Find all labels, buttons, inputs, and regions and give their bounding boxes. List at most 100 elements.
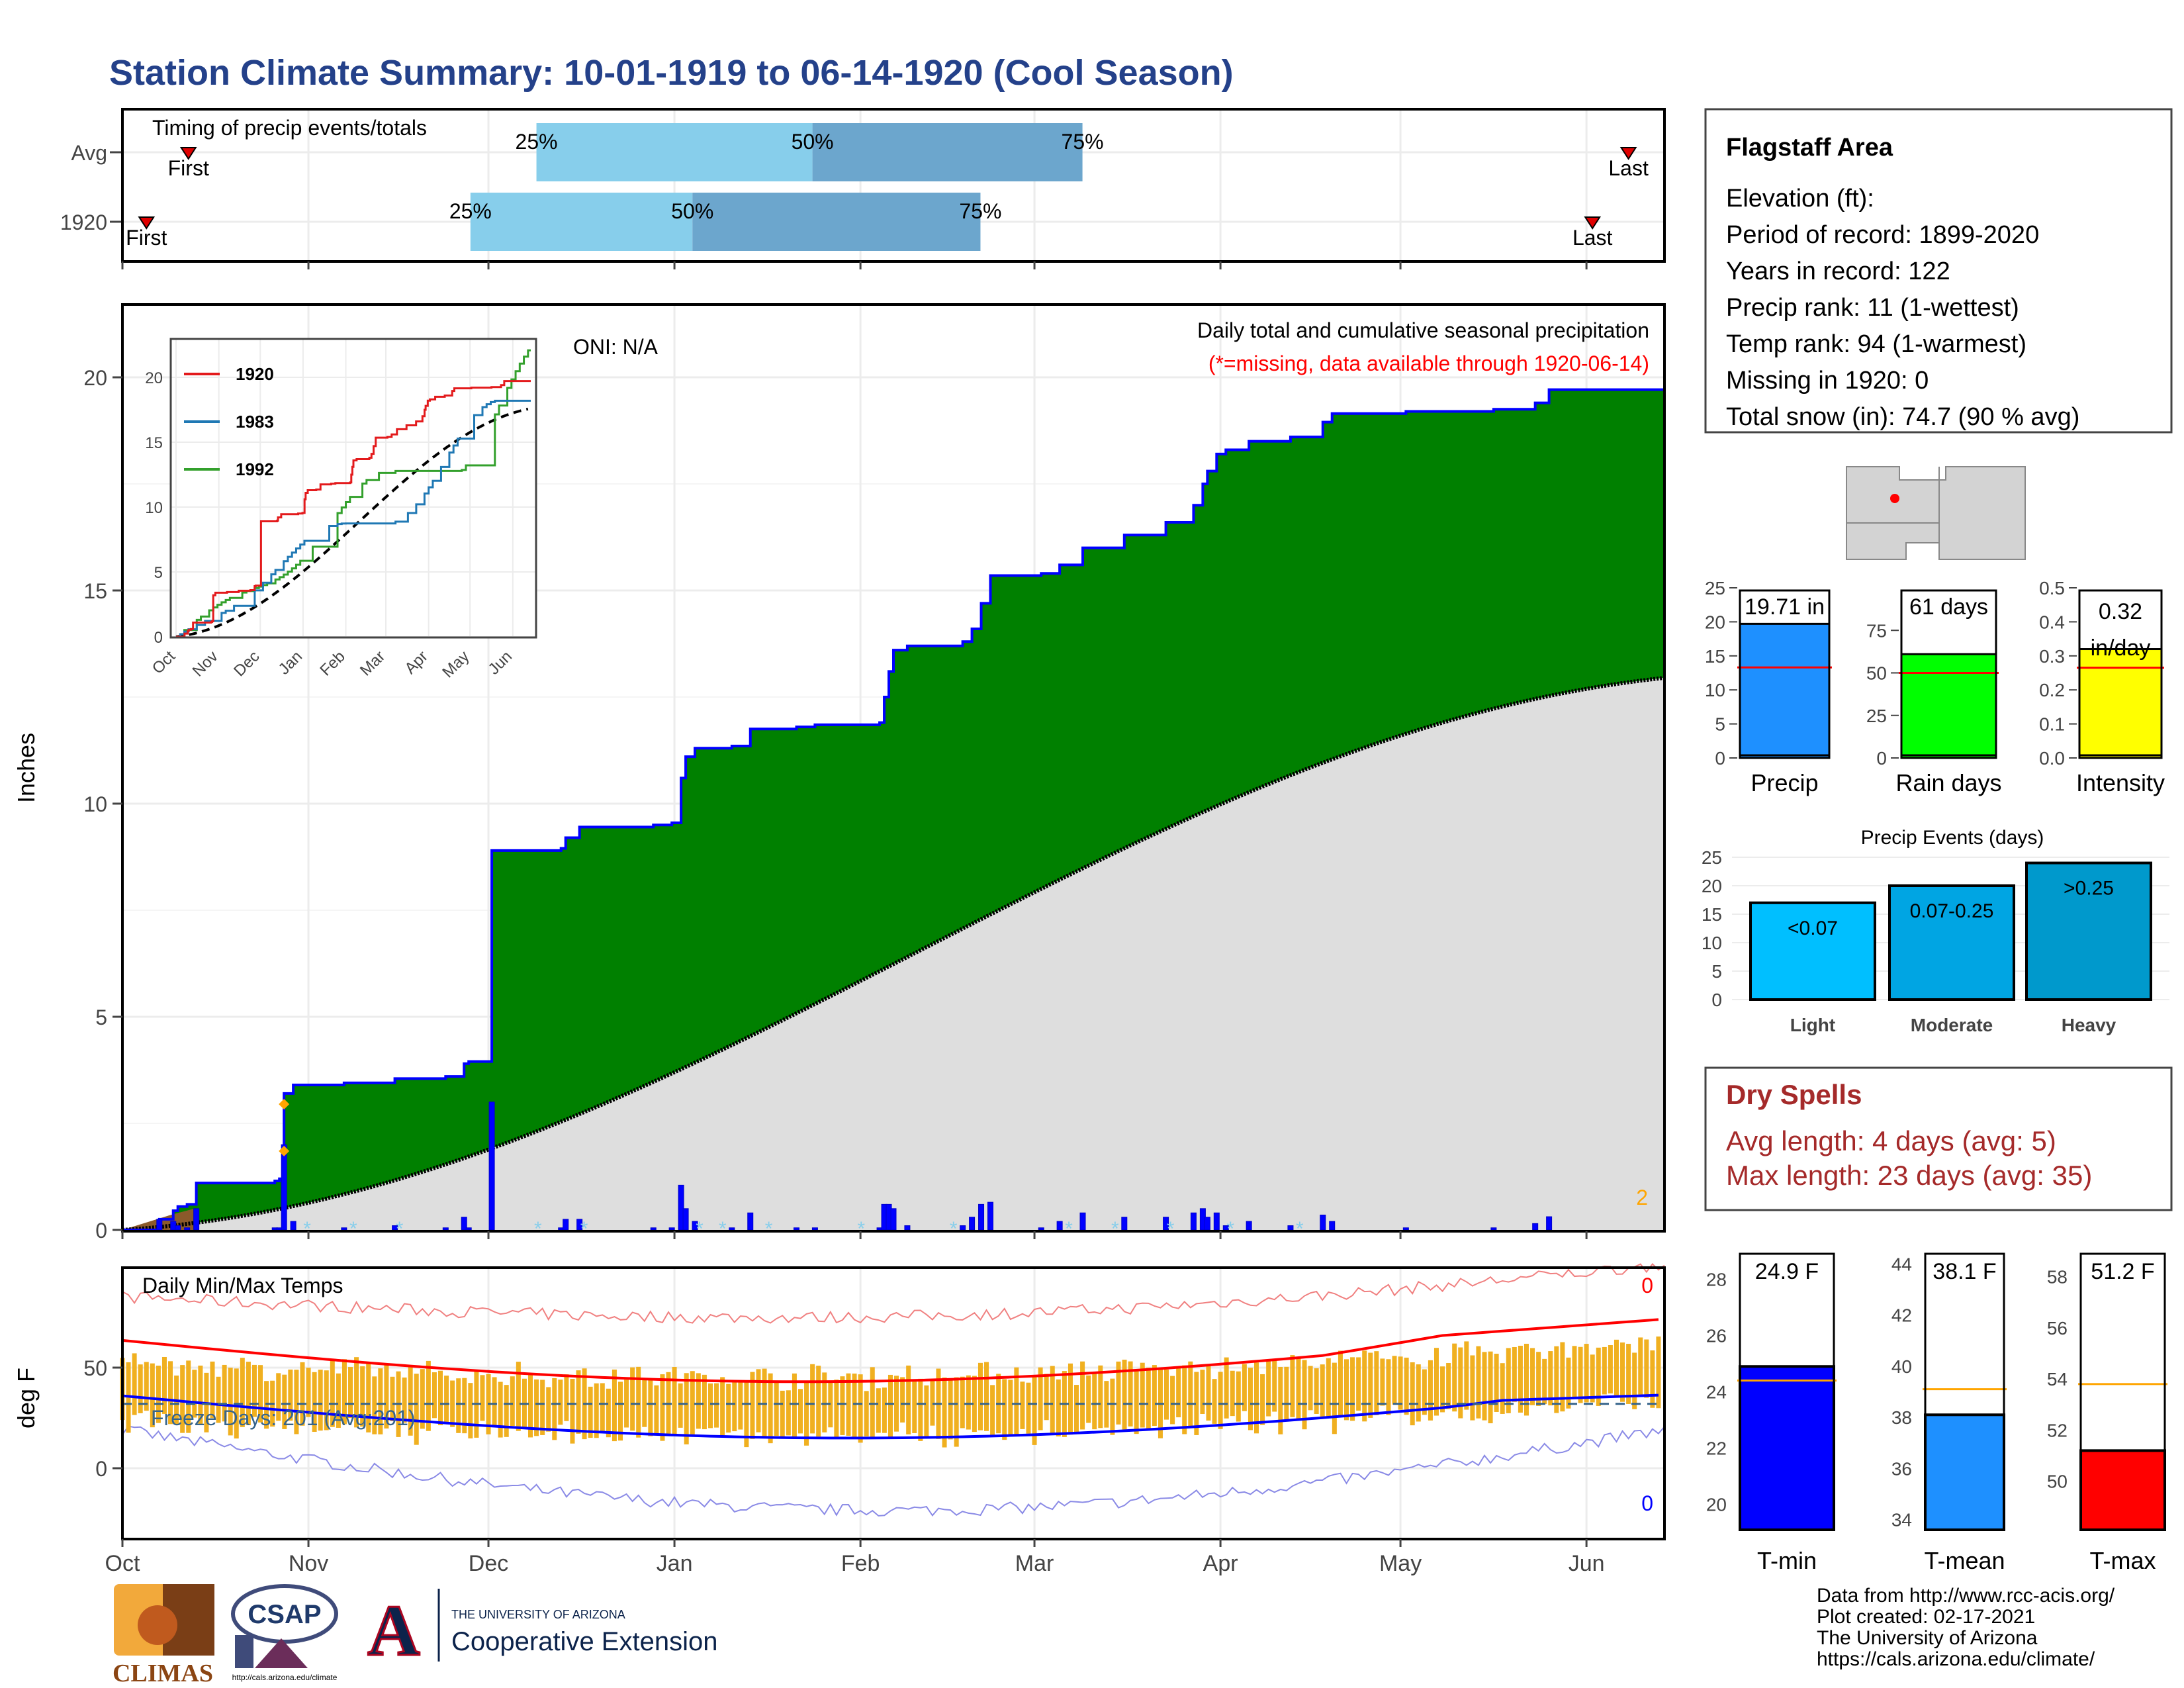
- record-low-line: [122, 1425, 1665, 1517]
- inset-frame: [169, 338, 537, 639]
- temp-bar-frame: [1739, 1252, 1835, 1531]
- snow-marker: *: [396, 1218, 404, 1240]
- ua-logo-bg: [361, 1589, 427, 1662]
- temp-bar-label: T-min: [1757, 1547, 1817, 1574]
- snow-marker: *: [1111, 1218, 1119, 1240]
- daily-temp-bar: [1056, 1379, 1061, 1436]
- daily-precip-bar: [978, 1203, 985, 1231]
- daily-temp-bar: [198, 1365, 203, 1425]
- record-high-line: [122, 1263, 1665, 1324]
- daily-precip-bar: [1329, 1221, 1336, 1231]
- temp-bar-tick: 40: [1891, 1356, 1912, 1377]
- daily-temp-bar: [438, 1370, 443, 1426]
- flag-marker: [279, 1099, 290, 1110]
- daily-temp-bar: [282, 1374, 287, 1429]
- daily-precip-bar: [175, 1225, 181, 1231]
- missing-count: 2: [1636, 1186, 1648, 1209]
- daily-temp-bar: [846, 1373, 851, 1436]
- small-bar-tick: 0.2: [2039, 680, 2065, 700]
- precip-event-bar: [1888, 884, 2015, 1001]
- month-label: Mar: [1015, 1551, 1054, 1576]
- station-name: Flagstaff Area: [1726, 134, 1893, 162]
- daily-temp-bar: [894, 1376, 899, 1432]
- daily-temp-bar: [887, 1374, 893, 1438]
- daily-temp-bar: [617, 1382, 623, 1441]
- snow-marker: *: [580, 1218, 588, 1240]
- daily-precip-bar: [156, 1219, 163, 1231]
- small-bar-value-unit: in/day: [2091, 635, 2151, 661]
- daily-precip-bar: [987, 1201, 993, 1231]
- daily-temp-bar: [1188, 1361, 1193, 1427]
- daily-temp-bar: [318, 1370, 323, 1431]
- daily-temp-bar: [306, 1368, 311, 1417]
- daily-temp-bar: [384, 1364, 389, 1429]
- info-line: Precip rank: 11 (1-wettest): [1726, 294, 2019, 322]
- daily-temp-bar: [1656, 1336, 1661, 1409]
- daily-temp-bar: [1092, 1372, 1097, 1430]
- footer-credit-line: The University of Arizona: [1817, 1627, 2038, 1649]
- daily-temp-bar: [1146, 1368, 1151, 1430]
- daily-temp-bar: [372, 1376, 377, 1434]
- daily-temp-bar: [1284, 1366, 1289, 1422]
- temp-bar-tick: 52: [2047, 1420, 2068, 1440]
- daily-temp-bar: [1476, 1346, 1481, 1419]
- precip-event-bar: [2025, 861, 2152, 1001]
- daily-temp-bar: [1416, 1364, 1421, 1422]
- daily-temp-bar: [912, 1379, 917, 1433]
- daily-temp-bar: [1374, 1351, 1379, 1415]
- small-bar-tick: 25: [1866, 706, 1887, 726]
- daily-temp-bar: [1650, 1350, 1655, 1408]
- daily-temp-bar: [1260, 1374, 1265, 1425]
- daily-temp-bar: [1614, 1339, 1619, 1395]
- daily-temp-bar: [1182, 1365, 1187, 1434]
- y-tick-label: 10: [83, 792, 107, 816]
- small-bar-label: Rain days: [1895, 769, 2001, 796]
- pct50-label: 50%: [792, 130, 834, 154]
- daily-temp-bar: [1458, 1347, 1463, 1419]
- inset-y-tick: 10: [145, 499, 163, 517]
- daily-temp-bar: [1320, 1364, 1325, 1419]
- temp-bar-tick: 20: [1706, 1495, 1727, 1515]
- temp-bar-tick: 24: [1706, 1382, 1727, 1403]
- missing-data-note: (*=missing, data available through 1920-…: [1208, 352, 1649, 375]
- daily-temp-bar: [1572, 1346, 1577, 1398]
- daily-temp-bar: [168, 1361, 173, 1425]
- daily-temp-bar: [930, 1379, 935, 1426]
- daily-temp-bar: [1128, 1361, 1133, 1427]
- inset-y-tick: 20: [145, 369, 163, 387]
- info-line: Years in record: 122: [1726, 258, 1950, 285]
- daily-temp-bar: [642, 1378, 647, 1427]
- temp-bar-tick: 56: [2047, 1318, 2068, 1338]
- daily-temp-bar: [1302, 1360, 1307, 1430]
- pct50-label: 50%: [671, 199, 713, 223]
- daily-temp-bar: [630, 1367, 635, 1431]
- daily-temp-bar: [341, 1359, 347, 1425]
- daily-temp-bar: [924, 1385, 929, 1438]
- quartile-50-75-bar: [692, 193, 981, 251]
- csap-cloud: [231, 1584, 338, 1644]
- daily-temp-bar: [1500, 1363, 1505, 1414]
- temp-bar-value: 51.2 F: [2091, 1259, 2154, 1284]
- daily-temp-bar: [1230, 1370, 1235, 1417]
- month-label: May: [1379, 1551, 1422, 1576]
- inset-legend-label: 1983: [236, 412, 274, 432]
- daily-temp-bar: [1104, 1381, 1109, 1428]
- daily-temp-bar: [336, 1373, 341, 1428]
- daily-temp-bar: [1314, 1368, 1319, 1414]
- daily-temp-bar: [1266, 1360, 1271, 1417]
- month-label: Nov: [289, 1551, 328, 1576]
- daily-precip-bar: [465, 1227, 472, 1231]
- daily-temp-bar: [636, 1366, 641, 1438]
- daily-precip-bar: [960, 1225, 966, 1231]
- month-label: Feb: [841, 1551, 880, 1576]
- daily-temp-bar: [600, 1383, 605, 1433]
- temp-bar-tick: 22: [1706, 1438, 1727, 1459]
- daily-temp-bar: [510, 1376, 515, 1427]
- daily-temp-bar: [1242, 1364, 1247, 1411]
- daily-temp-bar: [834, 1380, 839, 1438]
- daily-precip-bar: [1320, 1214, 1326, 1231]
- daily-precip-bar: [1287, 1225, 1294, 1231]
- daily-temp-bar: [1278, 1366, 1283, 1434]
- y-tick-label: 15: [83, 579, 107, 603]
